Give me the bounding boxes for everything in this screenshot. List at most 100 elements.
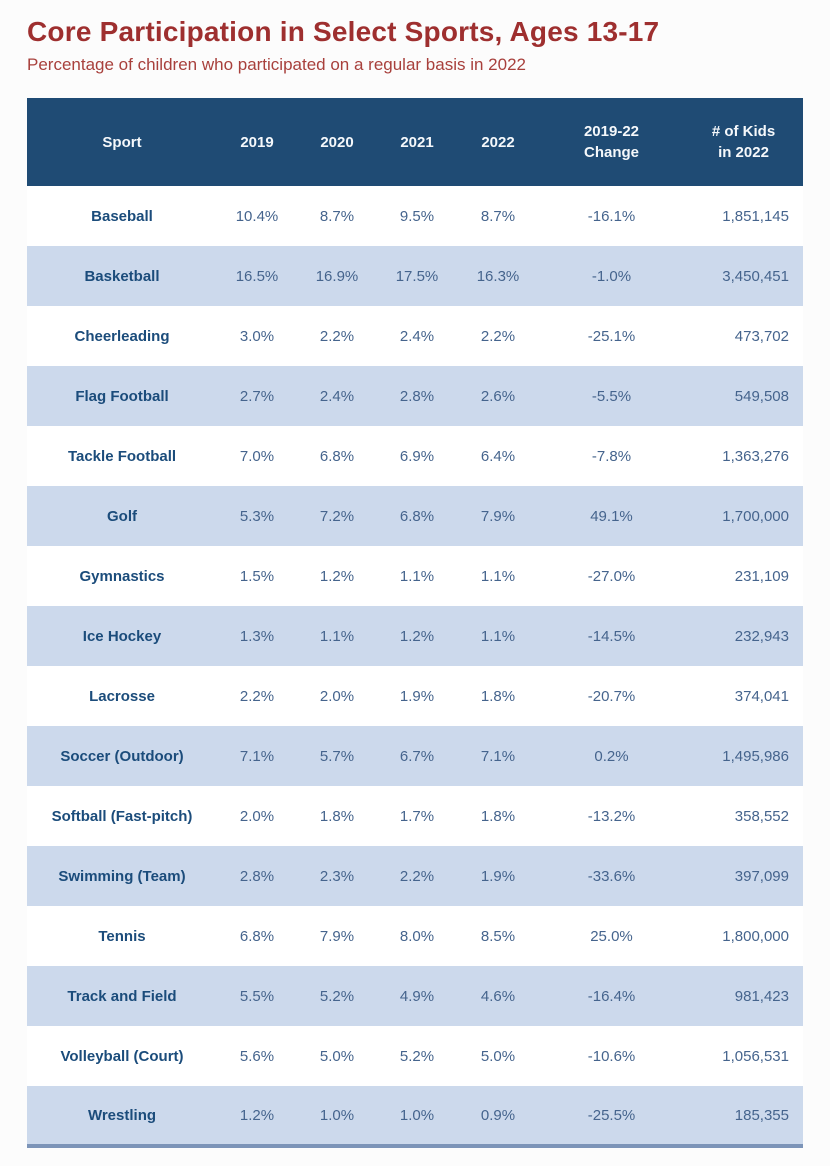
kids-count-cell: 1,851,145 [722,207,789,225]
table-row: Ice Hockey 1.3% 1.1% 1.2% 1.1% -14.5% 232,943 [27,606,803,666]
sport-name-cell: Volleyball (Court) [60,1047,184,1065]
change-cell: 25.0% [590,927,633,945]
change-cell: -27.0% [587,567,636,585]
year-value-cell: 1.1% [480,627,516,645]
column-header-change: 2019-22 Change [583,123,640,161]
year-value-cell: 17.5% [395,267,439,285]
sport-name-cell: Cheerleading [74,327,170,345]
year-value-cell: 6.9% [399,447,435,465]
year-value-cell: 6.7% [399,747,435,765]
table-row: Swimming (Team) 2.8% 2.3% 2.2% 1.9% -33.6% 397… [27,846,803,906]
kids-count-cell: 231,109 [734,567,789,585]
year-value-cell: 16.5% [235,267,279,285]
year-value-cell: 7.2% [319,507,355,525]
change-cell: -20.7% [587,687,636,705]
kids-count-cell: 397,099 [734,867,789,885]
year-value-cell: 7.1% [239,747,275,765]
table-row: Track and Field 5.5% 5.2% 4.9% 4.6% -16.4% 981… [27,966,803,1026]
year-value-cell: 5.2% [399,1047,435,1065]
year-value-cell: 7.9% [319,927,355,945]
table-row: Cheerleading 3.0% 2.2% 2.4% 2.2% -25.1% 473,70… [27,306,803,366]
page-subtitle: Percentage of children who participated … [27,55,526,74]
change-cell: 49.1% [590,507,633,525]
change-cell: -33.6% [587,867,636,885]
change-cell: 0.2% [594,747,629,765]
kids-count-cell: 185,355 [734,1106,789,1124]
change-cell: -25.1% [587,327,636,345]
sport-name-cell: Tackle Football [67,447,177,465]
column-header-sport: Sport [102,133,142,151]
table-row: Flag Football 2.7% 2.4% 2.8% 2.6% -5.5% 549,50… [27,366,803,426]
change-cell: -7.8% [591,447,632,465]
year-value-cell: 6.8% [399,507,435,525]
sport-name-cell: Baseball [91,207,153,225]
year-value-cell: 1.2% [319,567,355,585]
table-row: Gymnastics 1.5% 1.2% 1.1% 1.1% -27.0% 231,109 [27,546,803,606]
year-value-cell: 2.3% [319,867,355,885]
table-row: Lacrosse 2.2% 2.0% 1.9% 1.8% -20.7% 374,041 [27,666,803,726]
sport-name-cell: Softball (Fast-pitch) [51,807,193,825]
change-cell: -14.5% [587,627,636,645]
year-value-cell: 1.8% [480,687,516,705]
sport-name-cell: Wrestling [87,1106,157,1124]
sport-name-cell: Swimming (Team) [58,867,186,885]
year-value-cell: 5.3% [239,507,275,525]
year-value-cell: 2.8% [239,867,275,885]
year-value-cell: 1.1% [319,627,355,645]
year-value-cell: 1.5% [239,567,275,585]
sport-name-cell: Soccer (Outdoor) [60,747,184,765]
year-value-cell: 6.8% [319,447,355,465]
year-value-cell: 5.0% [480,1047,516,1065]
kids-count-cell: 232,943 [734,627,789,645]
table-header: Sport 2019 2020 2021 2022 2019-22 Change… [27,98,803,186]
year-value-cell: 2.7% [239,387,275,405]
change-cell: -16.1% [587,207,636,225]
page-title: Core Participation in Select Sports, Age… [27,16,660,47]
year-value-cell: 8.7% [319,207,355,225]
year-value-cell: 1.9% [399,687,435,705]
column-header-2021: 2021 [400,133,434,151]
year-value-cell: 2.0% [319,687,355,705]
kids-count-cell: 981,423 [734,987,789,1005]
year-value-cell: 8.7% [480,207,516,225]
year-value-cell: 5.2% [319,987,355,1005]
year-value-cell: 8.0% [399,927,435,945]
year-value-cell: 1.0% [399,1106,435,1124]
change-cell: -1.0% [591,267,632,285]
table-row: Basketball 16.5% 16.9% 17.5% 16.3% -1.0% 3,450… [27,246,803,306]
column-header-kids: # of Kids in 2022 [711,123,776,161]
year-value-cell: 10.4% [235,207,279,225]
year-value-cell: 0.9% [480,1106,516,1124]
table-row: Tennis 6.8% 7.9% 8.0% 8.5% 25.0% 1,800,000 [27,906,803,966]
year-value-cell: 5.0% [319,1047,355,1065]
sport-name-cell: Golf [107,507,137,525]
kids-count-cell: 3,450,451 [722,267,789,285]
kids-count-cell: 549,508 [734,387,789,405]
column-header-2019: 2019 [240,133,274,151]
year-value-cell: 1.8% [319,807,355,825]
year-value-cell: 2.6% [480,387,516,405]
year-value-cell: 2.2% [480,327,516,345]
change-cell: -25.5% [587,1106,636,1124]
year-value-cell: 1.0% [319,1106,355,1124]
year-value-cell: 1.1% [480,567,516,585]
year-value-cell: 3.0% [239,327,275,345]
year-value-cell: 7.0% [239,447,275,465]
year-value-cell: 9.5% [399,207,435,225]
year-value-cell: 1.9% [480,867,516,885]
year-value-cell: 1.3% [239,627,275,645]
change-cell: -13.2% [587,807,636,825]
year-value-cell: 5.6% [239,1047,275,1065]
kids-count-cell: 473,702 [734,327,789,345]
year-value-cell: 7.1% [480,747,516,765]
sport-name-cell: Tennis [98,927,146,945]
year-value-cell: 16.9% [315,267,359,285]
sport-name-cell: Basketball [84,267,160,285]
sport-name-cell: Ice Hockey [82,627,162,645]
year-value-cell: 8.5% [480,927,516,945]
year-value-cell: 1.2% [239,1106,275,1124]
year-value-cell: 2.4% [319,387,355,405]
kids-count-cell: 1,363,276 [722,447,789,465]
change-cell: -16.4% [587,987,636,1005]
table-row: Tackle Football 7.0% 6.8% 6.9% 6.4% -7.8% 1,36… [27,426,803,486]
